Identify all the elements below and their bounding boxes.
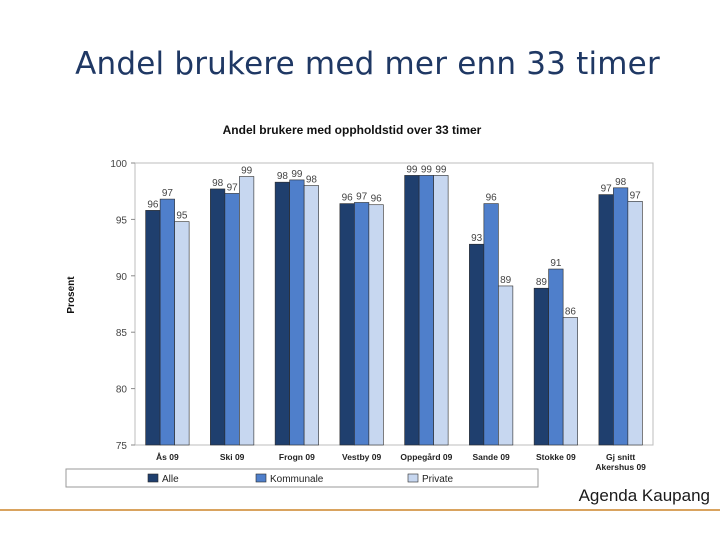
y-axis-label: Prosent	[66, 276, 77, 314]
bar	[354, 202, 370, 446]
data-label: 97	[356, 191, 368, 202]
data-label: 98	[615, 177, 627, 188]
bar	[404, 175, 420, 446]
legend-swatch	[147, 473, 159, 483]
bar	[613, 187, 629, 446]
bar	[339, 203, 355, 446]
data-label: 97	[227, 182, 239, 193]
data-label: 96	[486, 193, 498, 204]
data-label: 97	[601, 184, 613, 195]
bar	[498, 285, 514, 446]
bar	[548, 268, 564, 446]
data-label: 99	[406, 164, 418, 175]
chart-svg: Andel brukere med oppholdstid over 33 ti…	[65, 123, 654, 488]
data-label: 95	[176, 211, 188, 222]
data-label: 93	[471, 233, 483, 244]
bar	[303, 185, 319, 446]
x-tick-label: Ås 09	[156, 452, 179, 462]
bar	[239, 176, 255, 446]
bar	[289, 179, 305, 446]
data-label: 89	[500, 275, 512, 286]
y-tick-label: 95	[116, 215, 128, 226]
x-tick-label: Vestby 09	[342, 452, 381, 462]
x-tick-label: Stokke 09	[536, 452, 576, 462]
bar	[145, 210, 161, 446]
legend-label: Private	[422, 474, 454, 485]
legend-swatch	[255, 473, 267, 483]
data-label: 99	[421, 164, 433, 175]
slide-title: Andel brukere med mer enn 33 timer	[75, 46, 660, 82]
bar	[274, 181, 290, 446]
bar	[418, 175, 434, 446]
data-label: 99	[241, 166, 253, 177]
bar	[433, 175, 449, 446]
bar	[469, 243, 485, 446]
legend-label: Kommunale	[270, 474, 324, 485]
legend-label: Alle	[162, 474, 179, 485]
data-label: 96	[371, 194, 383, 205]
data-label: 99	[291, 169, 303, 180]
x-tick-label: Sande 09	[472, 452, 510, 462]
bar	[533, 287, 549, 446]
bar	[174, 221, 190, 446]
bar	[598, 194, 614, 446]
y-tick-label: 85	[116, 328, 128, 339]
x-tick-label: Gj snitt	[606, 452, 635, 462]
data-label: 89	[536, 277, 548, 288]
data-label: 91	[550, 258, 562, 269]
footer-divider	[0, 509, 720, 511]
legend-box	[65, 468, 539, 488]
legend-swatch	[407, 473, 419, 483]
data-label: 97	[630, 190, 642, 201]
data-label: 86	[565, 307, 577, 318]
bar	[627, 201, 643, 446]
x-tick-label: Frogn 09	[279, 452, 315, 462]
data-label: 98	[277, 171, 289, 182]
bar	[483, 203, 499, 446]
x-tick-label: Akershus 09	[595, 462, 646, 472]
x-tick-label: Oppegård 09	[400, 452, 452, 462]
bar	[210, 188, 226, 446]
y-tick-label: 80	[116, 385, 128, 396]
bar	[159, 198, 175, 446]
footer-label: Agenda Kaupang	[578, 486, 710, 505]
bar	[224, 193, 240, 446]
bar-chart: Andel brukere med oppholdstid over 33 ti…	[60, 115, 660, 495]
data-label: 98	[212, 178, 224, 189]
bar	[562, 317, 578, 446]
data-label: 97	[162, 188, 174, 199]
data-label: 96	[342, 193, 354, 204]
y-tick-label: 75	[116, 441, 128, 452]
data-label: 98	[306, 175, 318, 186]
data-label: 96	[147, 199, 159, 210]
y-tick-label: 100	[110, 159, 127, 170]
chart-title: Andel brukere med oppholdstid over 33 ti…	[223, 123, 482, 137]
data-label: 99	[435, 164, 447, 175]
y-tick-label: 90	[116, 272, 128, 283]
x-tick-label: Ski 09	[220, 452, 245, 462]
bar	[368, 204, 384, 446]
